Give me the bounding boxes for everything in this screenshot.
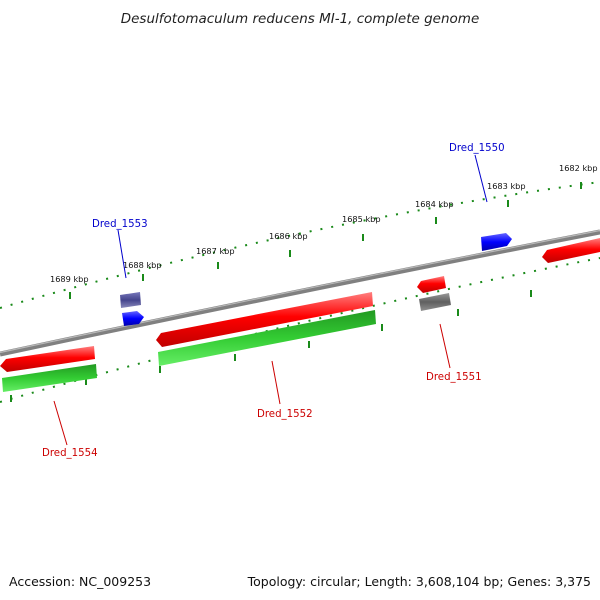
gene-label-dred-1552[interactable]: Dred_1552 [257,409,313,420]
genome-backbone [0,229,600,357]
outer-ruler-dots [0,181,600,309]
gene-arrow-edge[interactable] [542,238,600,263]
ruler-label-1683: 1683 kbp [487,181,526,191]
ruler-label-1688: 1688 kbp [123,260,162,270]
gene-label-dred-1554[interactable]: Dred_1554 [42,448,98,459]
genome-backbone-highlight [0,229,600,354]
ruler-label-1685: 1685 kbp [342,214,381,224]
gene-arrow-dred-1553-rna[interactable] [120,292,141,308]
cds-arrow-dred-1552[interactable] [158,310,376,366]
gene-arrow-dred-1552[interactable] [156,292,373,347]
gene-arrow-dred-1550[interactable] [481,233,512,251]
gene-label-dred-1553[interactable]: Dred_1553 [92,219,148,230]
label-line-dred-1553 [117,229,127,279]
map-title: Desulfotomaculum reducens MI-1, complete… [121,11,480,27]
gene-label-dred-1550[interactable]: Dred_1550 [449,143,505,154]
ruler-label-1689: 1689 kbp [50,274,89,284]
cds-arrow-dred-1554[interactable] [2,364,97,392]
label-line-dred-1552 [271,360,281,405]
gene-arrow-dred-1551[interactable] [417,276,446,293]
label-line-dred-1554 [53,400,68,446]
ruler-label-1687: 1687 kbp [196,246,235,256]
gene-label-dred-1551[interactable]: Dred_1551 [426,372,482,383]
cds-arrow-dred-1551[interactable] [419,293,451,311]
gene-arrow-dred-1554[interactable] [0,346,95,372]
accession-text: Accession: NC_009253 [9,574,151,589]
label-line-dred-1550 [474,154,488,203]
outer-ruler [0,181,600,309]
gene-arrow-dred-1553[interactable] [122,311,144,326]
ruler-label-1682: 1682 kbp [559,163,598,173]
ruler-label-1684: 1684 kbp [415,199,454,209]
ruler-label-1686: 1686 kbp [269,231,308,241]
label-line-dred-1551 [439,323,451,369]
genome-summary-text: Topology: circular; Length: 3,608,104 bp… [247,574,591,589]
